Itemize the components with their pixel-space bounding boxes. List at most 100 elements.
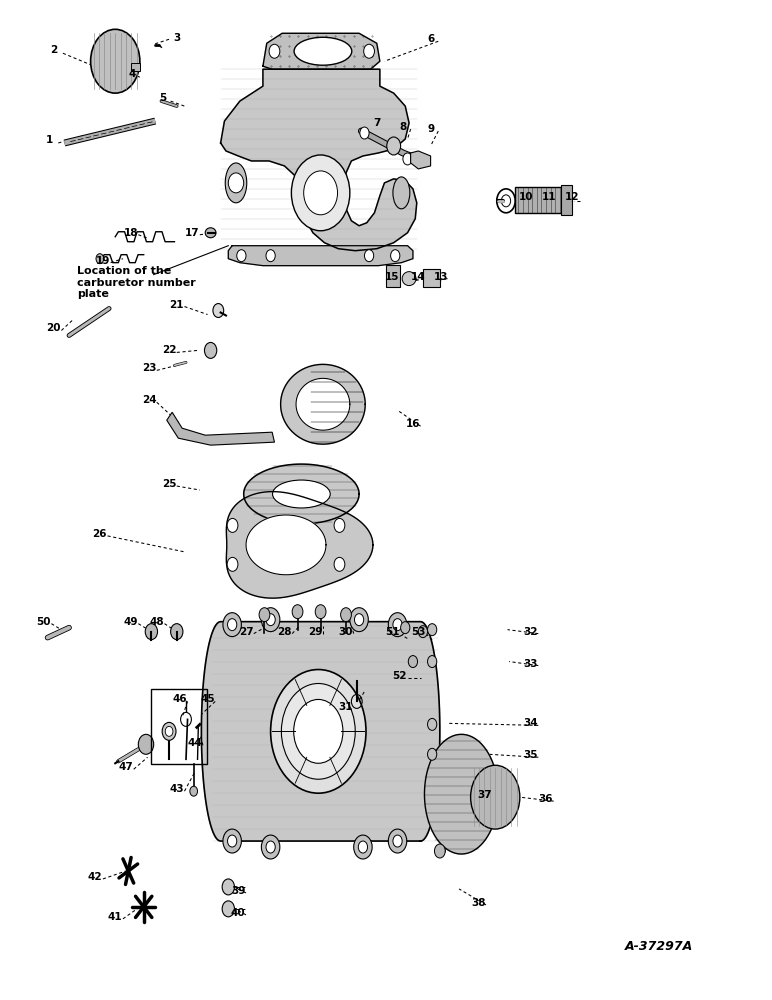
Circle shape (165, 726, 173, 736)
Circle shape (428, 624, 437, 636)
Circle shape (262, 835, 279, 859)
Polygon shape (246, 515, 326, 575)
Circle shape (471, 765, 520, 829)
Polygon shape (425, 734, 498, 854)
Circle shape (227, 518, 238, 532)
Text: 22: 22 (162, 345, 176, 355)
Circle shape (428, 748, 437, 760)
Circle shape (428, 718, 437, 730)
Text: 7: 7 (373, 118, 381, 128)
Circle shape (237, 250, 246, 262)
Text: 15: 15 (385, 272, 399, 282)
Ellipse shape (402, 272, 416, 286)
Text: 36: 36 (539, 794, 554, 804)
Circle shape (418, 626, 428, 638)
Circle shape (227, 557, 238, 571)
Bar (515, 187, 567, 213)
Circle shape (281, 683, 355, 779)
Circle shape (223, 829, 242, 853)
Circle shape (501, 195, 510, 207)
Circle shape (223, 613, 242, 637)
Text: 20: 20 (46, 323, 61, 333)
Text: 11: 11 (542, 192, 557, 202)
Polygon shape (281, 364, 365, 444)
Text: 16: 16 (405, 419, 420, 429)
Text: 30: 30 (339, 627, 354, 637)
Circle shape (334, 518, 345, 532)
Text: 24: 24 (142, 395, 157, 405)
Circle shape (428, 656, 437, 668)
Text: 23: 23 (142, 363, 156, 373)
Circle shape (269, 44, 279, 58)
Text: 37: 37 (477, 790, 492, 800)
Circle shape (403, 153, 412, 165)
Text: 26: 26 (93, 529, 107, 539)
Text: 29: 29 (308, 627, 323, 637)
Text: 51: 51 (385, 627, 399, 637)
Text: 25: 25 (162, 479, 176, 489)
Circle shape (266, 614, 276, 626)
Text: 28: 28 (277, 627, 292, 637)
Circle shape (162, 722, 176, 740)
Circle shape (334, 557, 345, 571)
Text: 19: 19 (96, 256, 110, 266)
Circle shape (401, 622, 410, 634)
Circle shape (266, 250, 276, 262)
Circle shape (228, 835, 237, 847)
Circle shape (145, 624, 157, 640)
Circle shape (350, 608, 368, 632)
Circle shape (388, 613, 407, 637)
Text: 9: 9 (427, 124, 434, 134)
Text: 50: 50 (36, 617, 51, 627)
Ellipse shape (205, 228, 216, 238)
Text: 2: 2 (50, 45, 57, 55)
Text: 41: 41 (108, 912, 123, 922)
Text: 27: 27 (239, 627, 253, 637)
Circle shape (303, 171, 337, 215)
Circle shape (90, 29, 140, 93)
Ellipse shape (273, 480, 330, 508)
Text: 38: 38 (471, 898, 486, 908)
Text: 17: 17 (185, 228, 199, 238)
Circle shape (171, 624, 183, 640)
Circle shape (228, 619, 237, 631)
Bar (561, 185, 572, 215)
Bar (130, 63, 140, 71)
Text: 8: 8 (399, 122, 407, 132)
Circle shape (358, 841, 367, 853)
Text: 48: 48 (150, 617, 164, 627)
Circle shape (205, 342, 217, 358)
Text: Location of the
carburetor number
plate: Location of the carburetor number plate (76, 266, 195, 299)
Text: 34: 34 (523, 718, 538, 728)
Circle shape (354, 835, 372, 859)
Circle shape (293, 699, 343, 763)
Text: 35: 35 (523, 750, 538, 760)
Text: 43: 43 (170, 784, 184, 794)
Text: 31: 31 (339, 702, 354, 712)
Text: 13: 13 (434, 272, 449, 282)
Circle shape (393, 619, 402, 631)
Text: 42: 42 (88, 872, 103, 882)
Circle shape (262, 608, 279, 632)
Text: 4: 4 (128, 69, 136, 79)
Circle shape (391, 250, 400, 262)
Circle shape (388, 829, 407, 853)
Text: 44: 44 (188, 738, 202, 748)
Circle shape (292, 605, 303, 619)
Circle shape (96, 254, 103, 264)
Circle shape (259, 608, 270, 622)
Text: 18: 18 (124, 228, 138, 238)
Circle shape (360, 127, 369, 139)
Text: 3: 3 (173, 33, 181, 43)
Bar (386, 265, 400, 287)
Text: 14: 14 (411, 272, 425, 282)
Text: 46: 46 (172, 694, 187, 704)
Polygon shape (411, 151, 431, 169)
Text: 12: 12 (565, 192, 580, 202)
Circle shape (340, 608, 351, 622)
Circle shape (364, 44, 374, 58)
Circle shape (408, 656, 418, 668)
Circle shape (266, 841, 276, 853)
Text: 5: 5 (159, 93, 167, 103)
Text: 53: 53 (411, 627, 425, 637)
